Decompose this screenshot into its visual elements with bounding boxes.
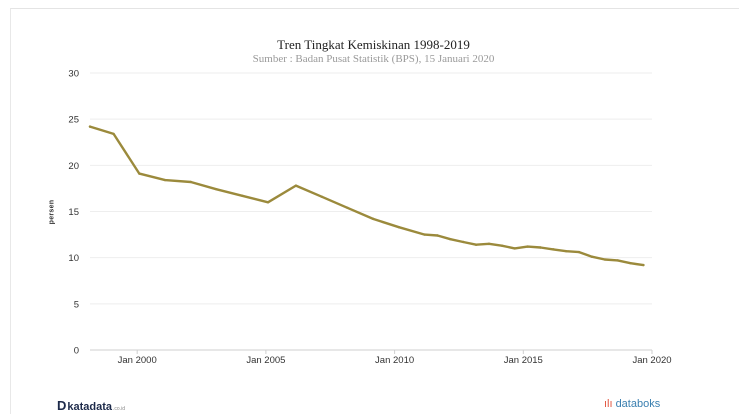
y-axis-label: persen <box>48 199 56 225</box>
chart-frame <box>10 8 739 414</box>
katadata-logo-domain: .co.id <box>113 406 125 412</box>
chart-title: Tren Tingkat Kemiskinan 1998-2019 <box>277 37 470 52</box>
x-tick-label: Jan 2020 <box>632 355 671 366</box>
data-point <box>346 206 349 210</box>
databoks-logo: ılı databoks <box>604 398 660 410</box>
data-point <box>163 178 167 182</box>
data-point <box>189 180 193 184</box>
data-point <box>590 255 594 258</box>
data-point <box>487 242 491 246</box>
data-point <box>397 225 401 229</box>
data-point <box>215 188 218 191</box>
y-tick-label: 25 <box>68 115 79 126</box>
data-point <box>642 263 645 267</box>
y-tick-label: 30 <box>68 69 79 80</box>
data-point <box>241 194 244 198</box>
y-tick-label: 10 <box>68 253 79 264</box>
y-tick-label: 20 <box>68 161 79 172</box>
data-point <box>138 172 141 175</box>
x-tick-label: Jan 2005 <box>246 355 285 366</box>
y-tick-label: 15 <box>68 207 79 218</box>
data-point <box>552 248 555 251</box>
data-point <box>88 125 92 128</box>
data-point <box>500 244 504 247</box>
y-tick-label: 5 <box>74 299 79 310</box>
data-point <box>423 233 426 236</box>
data-point <box>513 247 516 250</box>
x-tick-label: Jan 2010 <box>375 355 414 366</box>
data-point <box>629 262 632 265</box>
data-point <box>462 240 465 244</box>
katadata-logo-text: katadata <box>67 401 113 413</box>
x-axis-ticks: Jan 2000 Jan 2005 Jan 2010 Jan 2015 Jan 2020 <box>118 350 672 366</box>
katadata-logo: D katadata .co.id <box>57 398 125 413</box>
data-point <box>294 184 298 187</box>
y-axis-ticks: 0 5 10 15 20 25 30 <box>68 69 79 357</box>
data-point <box>526 245 529 248</box>
series-line <box>88 125 645 267</box>
databoks-logo-icon: ılı <box>604 398 613 410</box>
databoks-logo-text: databoks <box>615 398 661 410</box>
data-point <box>449 238 452 241</box>
data-point <box>577 250 581 254</box>
chart-subtitle: Sumber : Badan Pusat Statistik (BPS), 15… <box>252 53 495 65</box>
data-point <box>603 258 607 261</box>
data-point <box>266 201 270 204</box>
data-point <box>320 195 323 198</box>
data-point <box>112 132 115 136</box>
data-point <box>616 259 619 262</box>
x-tick-label: Jan 2015 <box>504 355 543 366</box>
x-tick-label: Jan 2000 <box>118 355 157 366</box>
katadata-logo-icon: D <box>57 398 67 413</box>
y-tick-label: 0 <box>74 346 79 357</box>
data-point <box>436 234 439 237</box>
data-point <box>371 217 375 221</box>
series-layer <box>88 125 645 267</box>
data-point <box>564 250 568 253</box>
data-point <box>539 246 542 249</box>
grid-lines <box>90 72 652 351</box>
data-point <box>474 243 478 246</box>
